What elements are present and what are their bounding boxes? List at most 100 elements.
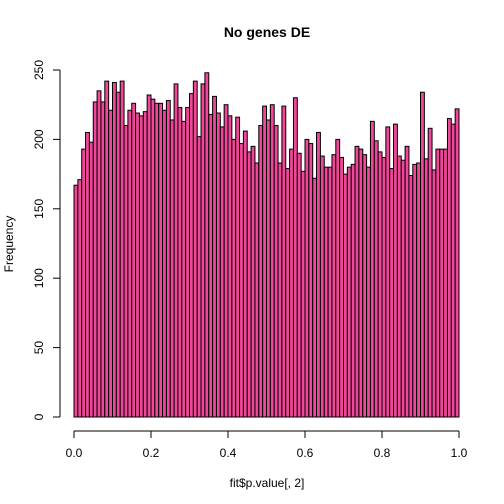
histogram-bar bbox=[446, 118, 452, 418]
histogram-bar bbox=[385, 126, 391, 418]
histogram-bar bbox=[250, 145, 256, 418]
histogram-bar bbox=[223, 104, 229, 418]
histogram-bar bbox=[450, 123, 456, 418]
histogram-bar bbox=[88, 141, 94, 418]
histogram-bar bbox=[242, 130, 248, 418]
histogram-bar bbox=[123, 125, 129, 418]
histogram-bar bbox=[239, 143, 244, 418]
histogram-bar bbox=[158, 102, 164, 418]
x-tick-label: 0.8 bbox=[374, 446, 391, 460]
histogram-bar bbox=[135, 112, 140, 418]
histogram-bar bbox=[377, 151, 383, 418]
histogram-bar bbox=[81, 148, 87, 418]
histogram-bar bbox=[219, 126, 225, 418]
histogram-bar bbox=[185, 106, 190, 418]
histogram-bar bbox=[393, 123, 398, 418]
histogram-bar bbox=[273, 125, 279, 418]
histogram-bar bbox=[343, 173, 348, 418]
histogram-bar bbox=[439, 148, 445, 418]
histogram-bar bbox=[443, 148, 448, 418]
y-tick-label: 0 bbox=[32, 413, 46, 420]
histogram-bar bbox=[142, 111, 148, 418]
histogram-bar bbox=[162, 109, 167, 418]
histogram-bar bbox=[231, 138, 237, 418]
histogram-bar bbox=[92, 101, 98, 418]
bars-group bbox=[73, 72, 460, 418]
histogram-bar bbox=[119, 80, 125, 418]
histogram-bar bbox=[200, 83, 206, 418]
histogram-bar bbox=[427, 127, 433, 418]
y-axis: 0 50 100 150 200 250 bbox=[32, 60, 61, 420]
histogram-bar bbox=[420, 91, 425, 418]
histogram-bar bbox=[181, 120, 187, 418]
histogram-bar bbox=[154, 102, 160, 418]
histogram-bar bbox=[289, 148, 294, 418]
histogram-bar bbox=[262, 105, 267, 418]
histogram-bar bbox=[227, 115, 233, 418]
histogram-bar bbox=[192, 80, 198, 418]
histogram-bar bbox=[258, 125, 264, 418]
histogram-bar bbox=[312, 177, 318, 418]
histogram-bar bbox=[400, 159, 406, 418]
histogram-bar bbox=[100, 101, 106, 418]
x-tick-label: 0.4 bbox=[220, 446, 237, 460]
histogram-bar bbox=[408, 174, 414, 418]
histogram-bar bbox=[215, 112, 221, 418]
histogram-bar bbox=[304, 138, 310, 418]
histogram-bar bbox=[104, 80, 110, 418]
histogram-bar bbox=[346, 166, 352, 418]
histogram-bar bbox=[177, 106, 183, 418]
histogram-bar bbox=[358, 148, 364, 418]
histogram-bar bbox=[254, 162, 260, 418]
histogram-bar bbox=[454, 108, 460, 418]
histogram-bar bbox=[108, 109, 114, 418]
histogram-bar bbox=[189, 93, 194, 418]
y-tick-label: 150 bbox=[32, 198, 46, 218]
histogram-bar bbox=[169, 119, 175, 418]
histogram-bar bbox=[416, 162, 421, 418]
histogram-bar bbox=[266, 119, 271, 418]
histogram-bar bbox=[362, 154, 368, 418]
chart-title: No genes DE bbox=[224, 24, 310, 40]
histogram-bar bbox=[323, 166, 329, 418]
histogram-bar bbox=[316, 131, 321, 418]
histogram-bar bbox=[146, 94, 152, 418]
histogram-bar bbox=[115, 91, 121, 418]
histogram-bar bbox=[96, 90, 102, 418]
histogram-bar bbox=[285, 168, 291, 418]
histogram-bar bbox=[423, 158, 429, 418]
histogram-bar bbox=[300, 170, 306, 418]
x-axis: 0.0 0.2 0.4 0.6 0.8 1.0 bbox=[66, 430, 468, 460]
histogram-bar bbox=[138, 115, 144, 418]
y-tick-label: 250 bbox=[32, 60, 46, 80]
histogram-bar bbox=[431, 169, 437, 418]
histogram-bar bbox=[404, 145, 410, 418]
y-tick-label: 50 bbox=[32, 341, 46, 355]
histogram-bar bbox=[327, 166, 333, 418]
histogram-bar bbox=[308, 143, 314, 418]
histogram-bar bbox=[435, 148, 441, 418]
x-tick-label: 0.6 bbox=[297, 446, 314, 460]
y-tick-label: 200 bbox=[32, 129, 46, 149]
histogram-bar bbox=[173, 83, 179, 418]
x-tick-label: 0.0 bbox=[66, 446, 83, 460]
histogram-bar bbox=[85, 131, 90, 418]
histogram-bar bbox=[208, 113, 214, 418]
histogram-bar bbox=[319, 155, 325, 418]
histogram-bar bbox=[292, 97, 298, 418]
histogram-bar bbox=[412, 163, 418, 418]
histogram-bar bbox=[150, 98, 156, 418]
histogram-bar bbox=[131, 102, 137, 418]
histogram-bar bbox=[331, 154, 337, 418]
histogram-bar bbox=[277, 162, 283, 418]
histogram-bar bbox=[366, 166, 371, 418]
histogram-bar bbox=[112, 81, 117, 418]
histogram-bar bbox=[196, 136, 202, 418]
histogram-bar bbox=[127, 109, 133, 418]
histogram-bar bbox=[77, 179, 83, 418]
histogram-bar bbox=[212, 95, 217, 418]
histogram-bar bbox=[73, 184, 79, 418]
y-axis-label: Frequency bbox=[2, 216, 16, 273]
histogram-bar bbox=[381, 156, 387, 418]
x-axis-label: fit$p.value[, 2] bbox=[230, 476, 305, 490]
